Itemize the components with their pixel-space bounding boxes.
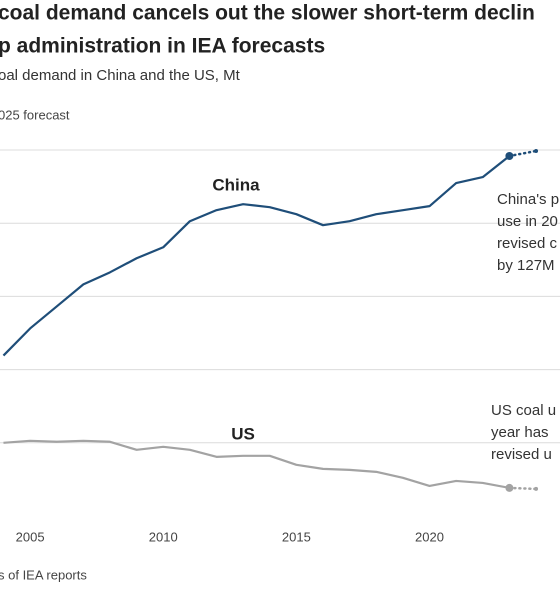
forecast-point (534, 149, 539, 154)
annotation: use in 20 (497, 213, 558, 230)
forecast-point (534, 486, 539, 491)
source: s of IEA reports (0, 567, 87, 582)
legend-note: 025 forecast (0, 107, 70, 122)
forecast-point (505, 152, 514, 161)
x-tick-label: 2020 (415, 529, 444, 544)
subtitle: oal demand in China and the US, Mt (0, 67, 241, 84)
line (2, 155, 511, 357)
line (3, 439, 510, 489)
title-line: p administration in IEA forecasts (0, 35, 325, 58)
forecast-line (508, 486, 538, 491)
series-label: China (212, 175, 260, 194)
x-tick-label: 2010 (149, 529, 178, 544)
series-label: US (231, 424, 255, 443)
forecast-point (505, 483, 514, 492)
annotation: revised c (497, 235, 558, 252)
x-tick-label: 2015 (282, 529, 311, 544)
title-line: coal demand cancels out the slower short… (0, 2, 535, 25)
annotation: year has (491, 424, 549, 441)
annotation: China's p (497, 191, 559, 208)
annotation: revised u (491, 446, 552, 463)
annotation: US coal u (491, 402, 556, 419)
forecast-line (508, 149, 538, 158)
x-tick-label: 2005 (16, 529, 45, 544)
annotation: by 127M (497, 257, 555, 274)
